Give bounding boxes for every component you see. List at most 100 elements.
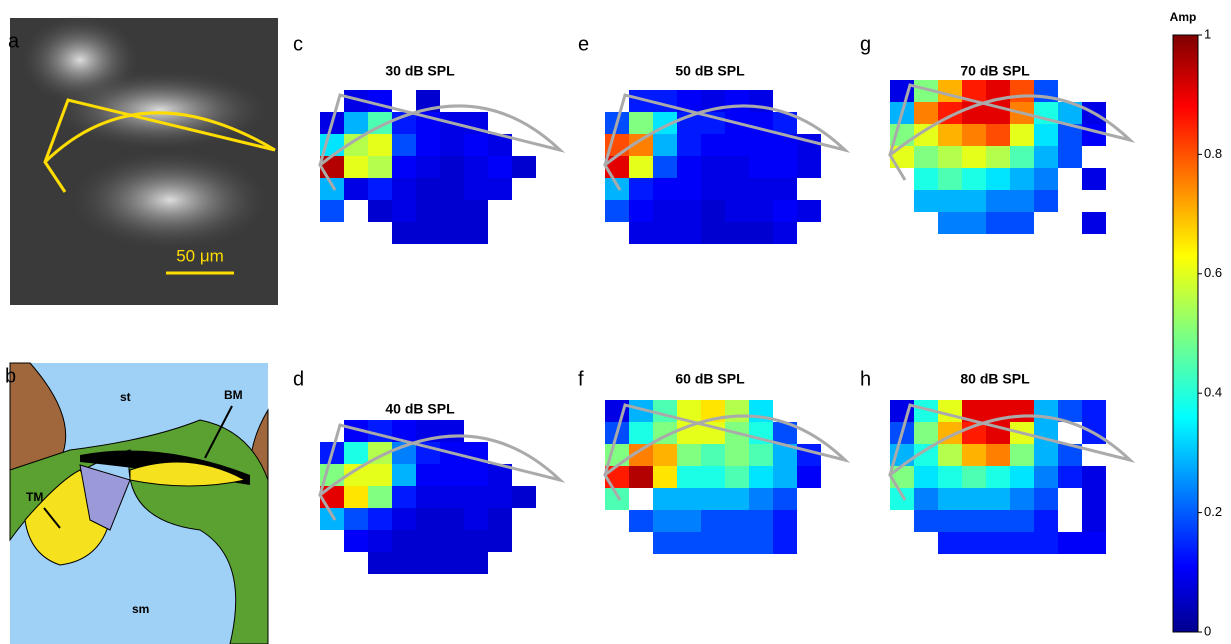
- heatmap-cell: [773, 178, 797, 200]
- heatmap-cell: [440, 420, 464, 442]
- heatmap-cell: [392, 552, 416, 574]
- heatmap-cell: [392, 134, 416, 156]
- heatmap-cell: [1058, 146, 1082, 168]
- heatmap-cell: [488, 508, 512, 530]
- heatmap-cell: [653, 466, 677, 488]
- heatmap-cell: [749, 200, 773, 222]
- heatmap-cell: [368, 134, 392, 156]
- heatmap-cell: [1034, 466, 1058, 488]
- heatmap-cell: [629, 466, 653, 488]
- heatmap-cell: [653, 532, 677, 554]
- heatmap-cell: [986, 168, 1010, 190]
- heatmap-cell: [749, 510, 773, 532]
- heatmap-cell: [440, 508, 464, 530]
- heatmap-cell: [392, 508, 416, 530]
- tissue: [50, 70, 270, 150]
- heatmap-cell: [701, 134, 725, 156]
- heatmap-cell: [986, 444, 1010, 466]
- heatmap-cell: [1010, 124, 1034, 146]
- heatmap-cell: [773, 532, 797, 554]
- heatmap-cell: [629, 222, 653, 244]
- heatmap-cell: [368, 508, 392, 530]
- heatmap-cell: [938, 400, 962, 422]
- heatmap-cell: [1034, 168, 1058, 190]
- heatmap-cell: [986, 212, 1010, 234]
- heatmap-cell: [749, 488, 773, 510]
- heatmap-cell: [629, 112, 653, 134]
- heatmap-cell: [605, 156, 629, 178]
- heatmap-cell: [1082, 532, 1106, 554]
- heatmap-cell: [344, 178, 368, 200]
- tick-label: 0: [1204, 623, 1211, 638]
- heatmap-cell: [677, 532, 701, 554]
- heatmap-cell: [1082, 212, 1106, 234]
- heatmap-cell: [320, 200, 344, 222]
- heatmap-cell: [1010, 444, 1034, 466]
- panel-letter: f: [578, 368, 584, 390]
- heatmap-cell: [725, 222, 749, 244]
- panel-letter: h: [860, 368, 871, 390]
- heatmap-cell: [464, 464, 488, 486]
- heatmap-cell: [629, 156, 653, 178]
- heatmap-cell: [914, 190, 938, 212]
- heatmap-cell: [392, 222, 416, 244]
- heatmap-cell: [416, 530, 440, 552]
- heatmap-cell: [416, 200, 440, 222]
- heatmap-cell: [368, 200, 392, 222]
- heatmap-cell: [797, 466, 821, 488]
- heatmap-cell: [368, 420, 392, 442]
- panel-a: 50 μm a: [8, 15, 278, 305]
- heatmap-cell: [1010, 532, 1034, 554]
- heatmap-cell: [677, 134, 701, 156]
- heatmap-cell: [1034, 444, 1058, 466]
- panel-letter: g: [860, 33, 871, 55]
- heatmap-cell: [749, 156, 773, 178]
- heatmap-cell: [725, 532, 749, 554]
- panel-title: 80 dB SPL: [960, 371, 1030, 387]
- heatmap-cell: [488, 486, 512, 508]
- heatmap-cell: [914, 422, 938, 444]
- heatmap-cell: [488, 530, 512, 552]
- heatmap-cell: [986, 146, 1010, 168]
- heatmap-cell: [1082, 488, 1106, 510]
- heatmap-cell: [677, 222, 701, 244]
- heatmap-cell: [701, 444, 725, 466]
- heatmap-cell: [416, 486, 440, 508]
- heatmap-cell: [938, 190, 962, 212]
- heatmap-cell: [962, 168, 986, 190]
- heatmap-cell: [629, 510, 653, 532]
- heatmap-cell: [368, 486, 392, 508]
- heatmap-cell: [488, 156, 512, 178]
- heatmap-cell: [890, 466, 914, 488]
- label: st: [120, 390, 131, 404]
- panel-letter: a: [8, 30, 20, 52]
- heatmap-cell: [1058, 532, 1082, 554]
- heatmap-cell: [653, 400, 677, 422]
- heatmap-cell: [1058, 466, 1082, 488]
- heatmap-cell: [701, 222, 725, 244]
- heatmap-cell: [938, 124, 962, 146]
- heatmap-cell: [914, 510, 938, 532]
- heatmap-cell: [416, 222, 440, 244]
- heatmap-cell: [605, 488, 629, 510]
- heatmap-cell: [749, 444, 773, 466]
- heatmap-cell: [677, 200, 701, 222]
- heatmap-cell: [962, 510, 986, 532]
- heatmap-cell: [797, 200, 821, 222]
- heatmap-cell: [512, 156, 536, 178]
- tissue: [70, 150, 270, 250]
- heatmap-cell: [677, 444, 701, 466]
- heatmap-cell: [938, 80, 962, 102]
- heatmap-cell: [1010, 146, 1034, 168]
- heatmap-cell: [725, 178, 749, 200]
- heatmap-cell: [653, 90, 677, 112]
- heatmap-cell: [725, 200, 749, 222]
- heatmap-cell: [725, 156, 749, 178]
- heatmap-cell: [938, 532, 962, 554]
- panel-letter: b: [5, 365, 16, 387]
- heatmap-cell: [701, 200, 725, 222]
- heatmap-cell: [938, 444, 962, 466]
- heatmap-cell: [392, 486, 416, 508]
- label: BM: [224, 388, 243, 402]
- heatmap-cell: [416, 156, 440, 178]
